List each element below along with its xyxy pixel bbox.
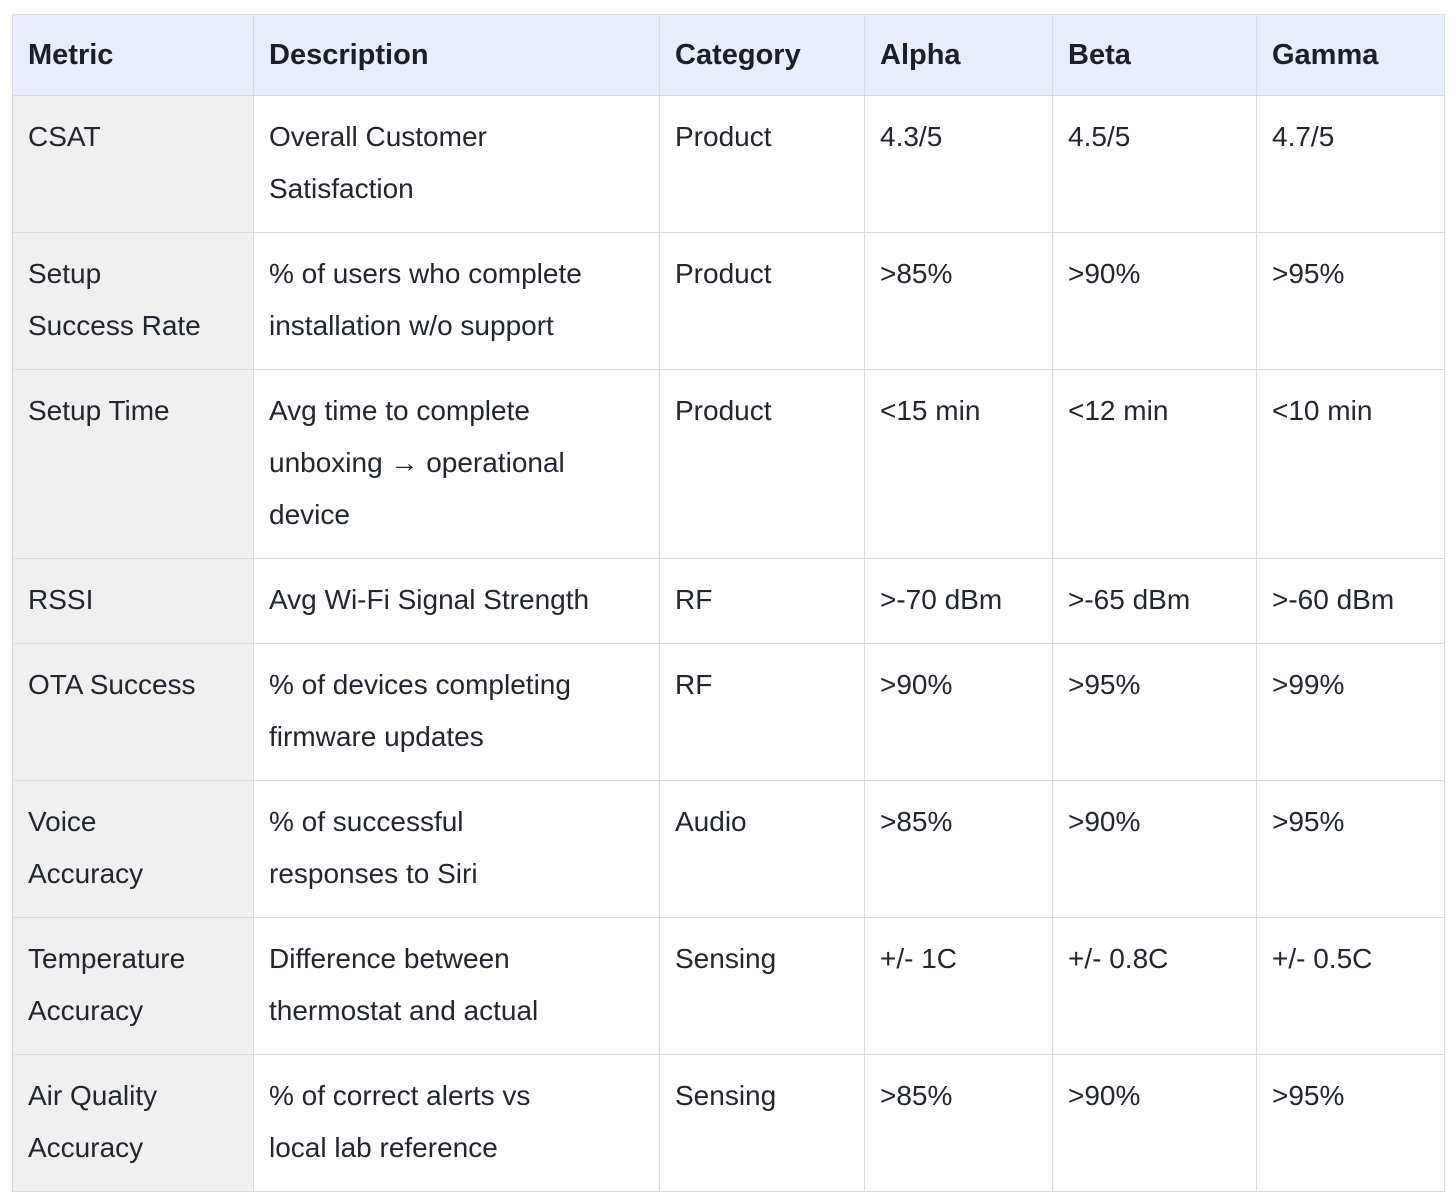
column-header-gamma: Gamma [1256,14,1445,96]
cell-alpha: >85% [864,780,1053,918]
header-row: Metric Description Category Alpha Beta G… [12,14,1445,96]
cell-description: % of successful responses to Siri [253,780,660,918]
cell-description: Difference between thermostat and actual [253,917,660,1055]
cell-alpha: <15 min [864,369,1053,559]
cell-category: RF [659,643,865,781]
cell-alpha: >-70 dBm [864,558,1053,644]
cell-gamma: >95% [1256,780,1445,918]
cell-category: Product [659,95,865,233]
cell-category: Audio [659,780,865,918]
cell-description: Avg time to complete unboxing → operatio… [253,369,660,559]
cell-gamma: +/- 0.5C [1256,917,1445,1055]
cell-description: % of users who complete installation w/o… [253,232,660,370]
cell-beta: +/- 0.8C [1052,917,1257,1055]
cell-beta: >95% [1052,643,1257,781]
cell-metric: RSSI [12,558,254,644]
cell-category: Product [659,369,865,559]
cell-category: RF [659,558,865,644]
table-row: RSSI Avg Wi-Fi Signal Strength RF >-70 d… [12,558,1445,644]
cell-gamma: 4.7/5 [1256,95,1445,233]
cell-metric: Temperature Accuracy [12,917,254,1055]
cell-category: Sensing [659,1054,865,1192]
cell-alpha: >85% [864,1054,1053,1192]
cell-alpha: 4.3/5 [864,95,1053,233]
column-header-category: Category [659,14,865,96]
cell-beta: <12 min [1052,369,1257,559]
cell-beta: >90% [1052,780,1257,918]
cell-category: Sensing [659,917,865,1055]
table-row: CSAT Overall Customer Satisfaction Produ… [12,95,1445,233]
cell-alpha: >85% [864,232,1053,370]
cell-beta: >-65 dBm [1052,558,1257,644]
cell-description: % of devices completing firmware updates [253,643,660,781]
table-row: Setup Success Rate % of users who comple… [12,232,1445,370]
cell-description: Overall Customer Satisfaction [253,95,660,233]
column-header-alpha: Alpha [864,14,1053,96]
table-row: Voice Accuracy % of successful responses… [12,780,1445,918]
cell-description: % of correct alerts vs local lab referen… [253,1054,660,1192]
cell-metric: Air Quality Accuracy [12,1054,254,1192]
metrics-table-container: Metric Description Category Alpha Beta G… [12,14,1445,1192]
cell-metric: Setup Time [12,369,254,559]
cell-metric: OTA Success [12,643,254,781]
cell-beta: 4.5/5 [1052,95,1257,233]
table-row: Air Quality Accuracy % of correct alerts… [12,1054,1445,1192]
table-row: OTA Success % of devices completing firm… [12,643,1445,781]
cell-gamma: <10 min [1256,369,1445,559]
cell-alpha: +/- 1C [864,917,1053,1055]
cell-gamma: >95% [1256,1054,1445,1192]
cell-alpha: >90% [864,643,1053,781]
cell-metric: Voice Accuracy [12,780,254,918]
cell-beta: >90% [1052,1054,1257,1192]
column-header-description: Description [253,14,660,96]
cell-description: Avg Wi-Fi Signal Strength [253,558,660,644]
cell-beta: >90% [1052,232,1257,370]
cell-gamma: >99% [1256,643,1445,781]
column-header-metric: Metric [12,14,254,96]
table-row: Temperature Accuracy Difference between … [12,917,1445,1055]
cell-metric: CSAT [12,95,254,233]
metrics-table: Metric Description Category Alpha Beta G… [12,14,1445,1192]
cell-metric: Setup Success Rate [12,232,254,370]
cell-gamma: >-60 dBm [1256,558,1445,644]
table-row: Setup Time Avg time to complete unboxing… [12,369,1445,559]
cell-category: Product [659,232,865,370]
cell-gamma: >95% [1256,232,1445,370]
column-header-beta: Beta [1052,14,1257,96]
